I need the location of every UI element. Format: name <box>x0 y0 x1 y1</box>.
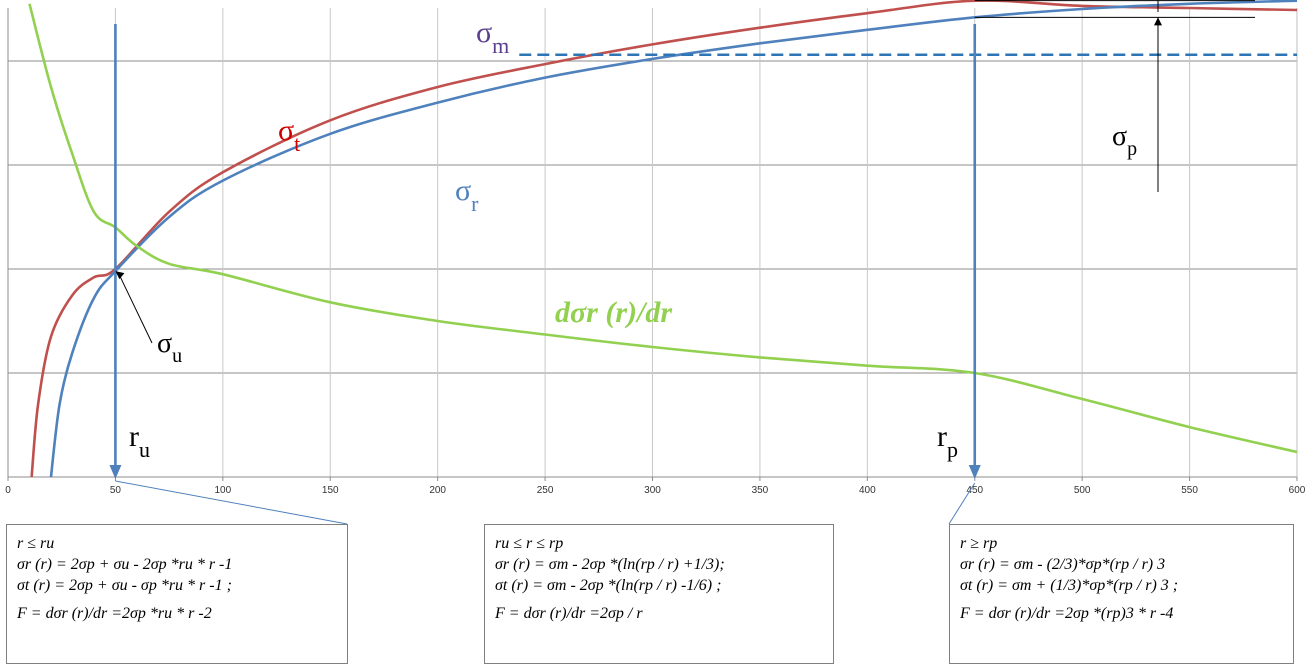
x-tick-label: 600 <box>1289 485 1306 496</box>
label-r-p: rp <box>937 420 958 462</box>
formula-line: F = dσr (r)/dr =2σp *(rp)3 * r -4 <box>960 605 1174 622</box>
label-derivative: dσr (r)/dr <box>555 296 672 329</box>
x-tick-label: 50 <box>110 485 122 496</box>
formula-line: F = dσr (r)/dr =2σp / r <box>495 605 643 622</box>
x-tick-label: 0 <box>5 485 11 496</box>
formula-box-right: r ≥ rp σr (r) = σm - (2/3)*σp*(rp / r) 3… <box>949 524 1294 664</box>
label-sigma-u: σu <box>157 328 182 367</box>
callout-left <box>115 480 348 525</box>
x-tick-label: 400 <box>859 485 876 496</box>
formula-line: ru ≤ r ≤ rp <box>495 535 564 552</box>
label-sigma-m: σm <box>476 16 509 58</box>
formula-line: F = dσr (r)/dr =2σp *ru * r -2 <box>17 605 212 622</box>
x-tick-label: 150 <box>322 485 339 496</box>
label-r-u: ru <box>129 420 150 462</box>
sigma-u-pointer-head <box>115 271 125 280</box>
series-derivative-line <box>28 3 1298 454</box>
formula-line: σr (r) = σm - 2σp *(ln(rp / r) +1/3); <box>495 556 725 573</box>
formula-box-middle: ru ≤ r ≤ rp σr (r) = σm - 2σp *(ln(rp / … <box>484 524 834 664</box>
label-sigma-p: σp <box>1112 121 1137 160</box>
sigma-p-arrowhead-top <box>1157 0 1159 1</box>
formula-line: r ≤ ru <box>17 535 55 552</box>
series-sigma-r-line <box>49 0 1298 478</box>
x-tick-label: 250 <box>537 485 554 496</box>
label-sigma-r: σr <box>455 174 479 216</box>
series-sigma-t-line <box>30 0 1298 478</box>
marker-rp-arrowhead <box>968 465 981 479</box>
formula-line: σt (r) = σm + (1/3)*σp*(rp / r) 3 ; <box>960 577 1179 594</box>
x-tick-label: 300 <box>644 485 661 496</box>
formula-line: σt (r) = 2σp + σu - σp *ru * r -1 ; <box>17 577 232 594</box>
sigma-p-arrowhead-bottom <box>1154 17 1162 26</box>
formula-line: σr (r) = 2σp + σu - 2σp *ru * r -1 <box>17 556 233 573</box>
series-lines <box>28 0 1298 478</box>
formula-line: σr (r) = σm - (2/3)*σp*(rp / r) 3 <box>960 556 1166 573</box>
marker-ru-arrowhead <box>109 465 122 479</box>
gridlines <box>7 8 1298 478</box>
x-tick-label: 500 <box>1074 485 1091 496</box>
x-tick-label: 450 <box>966 485 983 496</box>
x-tick-label: 100 <box>214 485 231 496</box>
callout-right <box>948 482 976 525</box>
x-tick-label: 350 <box>752 485 769 496</box>
label-sigma-t: σt <box>278 114 300 156</box>
x-tick-label: 200 <box>429 485 446 496</box>
sigma-u-pointer <box>118 274 153 344</box>
x-tick-label: 550 <box>1181 485 1198 496</box>
formula-box-left: r ≤ ru σr (r) = 2σp + σu - 2σp *ru * r -… <box>6 524 348 664</box>
x-axis-ticks: 0 50 100 150 200 250 300 350 400 450 500 550 600 <box>5 477 1306 496</box>
formula-line: σt (r) = σm - 2σp *(ln(rp / r) -1/6) ; <box>495 577 722 594</box>
annotations: σm σt σr σp σu ru rp dσr (r)/dr <box>109 0 1297 525</box>
formula-line: r ≥ rp <box>960 535 998 552</box>
